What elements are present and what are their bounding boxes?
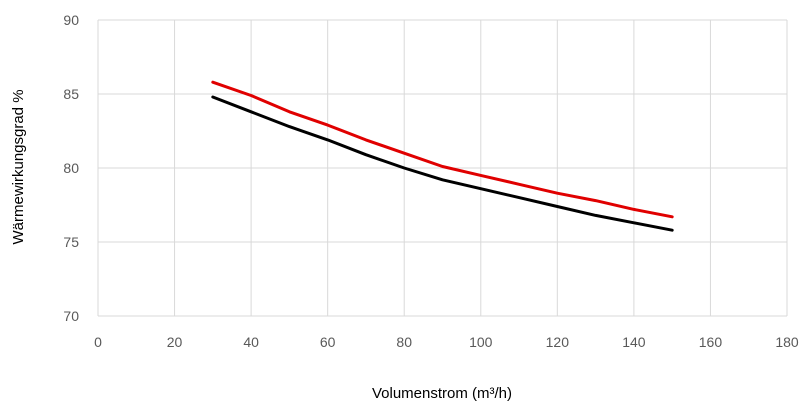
x-tick-label-20: 20 xyxy=(167,334,183,350)
x-tick-label-160: 160 xyxy=(699,334,723,350)
x-tick-label-140: 140 xyxy=(622,334,646,350)
y-tick-labels: 70 75 80 85 90 xyxy=(63,12,79,324)
y-tick-label-70: 70 xyxy=(63,308,79,324)
series-line-2 xyxy=(211,95,674,232)
x-tick-label-60: 60 xyxy=(320,334,336,350)
x-tick-label-100: 100 xyxy=(469,334,493,350)
y-axis-title: Wärmewirkungsgrad % xyxy=(10,89,27,244)
y-tick-label-75: 75 xyxy=(63,234,79,250)
x-tick-label-120: 120 xyxy=(546,334,570,350)
x-tick-labels: 0 20 40 60 80 100 120 140 160 180 xyxy=(94,334,799,350)
series-group xyxy=(211,80,674,232)
series-line-1 xyxy=(211,80,674,219)
x-axis-title: Volumenstrom (m³/h) xyxy=(372,385,512,402)
y-tick-label-85: 85 xyxy=(63,86,79,102)
x-tick-label-40: 40 xyxy=(243,334,259,350)
x-tick-label-180: 180 xyxy=(775,334,799,350)
y-tick-label-90: 90 xyxy=(63,12,79,28)
y-tick-label-80: 80 xyxy=(63,160,79,176)
x-tick-label-0: 0 xyxy=(94,334,102,350)
x-tick-label-80: 80 xyxy=(396,334,412,350)
